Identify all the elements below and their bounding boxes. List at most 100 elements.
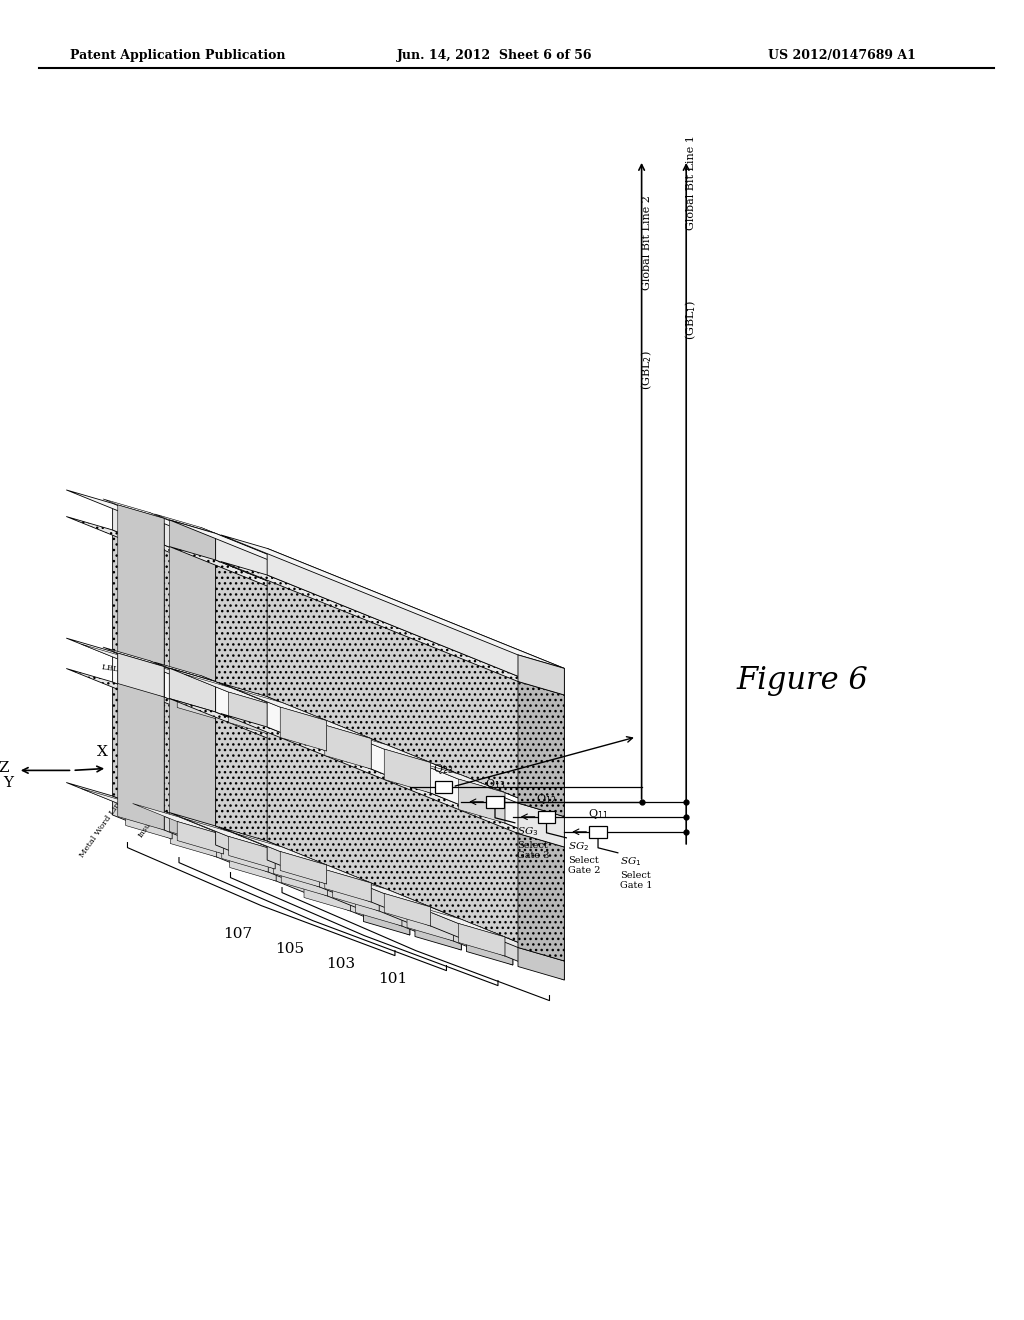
Polygon shape (231, 843, 276, 880)
Polygon shape (221, 828, 564, 961)
Polygon shape (118, 684, 462, 817)
Text: Select
Gate 2: Select Gate 2 (568, 855, 601, 875)
Bar (538, 810, 555, 822)
Text: WL$_{12}$: WL$_{12}$ (293, 873, 315, 887)
Polygon shape (333, 734, 379, 777)
Text: Q$_{11}$: Q$_{11}$ (588, 807, 608, 821)
Text: LBL$_{11}$: LBL$_{11}$ (333, 739, 362, 755)
Text: WL$_{10}$: WL$_{10}$ (242, 858, 264, 871)
Polygon shape (281, 851, 327, 884)
Polygon shape (67, 668, 410, 803)
Text: Metal Word Line: Metal Word Line (78, 796, 125, 859)
Text: NVM Material (M$_{115}$, M$_{215}$...): NVM Material (M$_{115}$, M$_{215}$...) (217, 791, 362, 824)
Polygon shape (518, 833, 564, 961)
Polygon shape (325, 870, 371, 902)
Text: SG$_2$: SG$_2$ (568, 840, 590, 853)
Text: WL$_{21}$: WL$_{21}$ (241, 846, 263, 859)
Polygon shape (415, 652, 462, 787)
Text: 107: 107 (223, 927, 253, 941)
Polygon shape (333, 879, 379, 911)
Text: (GBL$_2$): (GBL$_2$) (639, 350, 654, 389)
Polygon shape (150, 660, 164, 697)
Polygon shape (362, 891, 454, 921)
Text: Select
Gate 3: Select Gate 3 (517, 841, 549, 861)
Polygon shape (518, 948, 564, 979)
Text: NVM Material (M$_{113}$, M$_{115}$...): NVM Material (M$_{113}$, M$_{115}$...) (268, 657, 414, 690)
Polygon shape (150, 512, 164, 830)
Polygon shape (185, 686, 276, 718)
Bar (486, 796, 504, 808)
Polygon shape (386, 744, 431, 793)
Polygon shape (335, 730, 379, 777)
Polygon shape (518, 803, 564, 847)
Polygon shape (467, 788, 513, 832)
Text: NVM Material (M$_{111}$, M$_{211}$...): NVM Material (M$_{111}$, M$_{211}$...) (319, 821, 466, 854)
Text: LBL$_{22}$: LBL$_{22}$ (100, 663, 128, 677)
Polygon shape (169, 668, 513, 801)
Bar (434, 781, 453, 793)
Text: SG$_3$: SG$_3$ (517, 825, 539, 838)
Text: 103: 103 (327, 957, 355, 970)
Polygon shape (275, 850, 319, 887)
Polygon shape (467, 818, 513, 946)
Polygon shape (467, 667, 513, 801)
Polygon shape (170, 680, 217, 723)
Text: Q$_{13}$: Q$_{13}$ (484, 776, 505, 791)
Polygon shape (267, 548, 564, 696)
Polygon shape (113, 652, 410, 803)
Polygon shape (384, 750, 431, 793)
Text: WL$_{20}$: WL$_{20}$ (292, 861, 314, 874)
Polygon shape (384, 894, 431, 927)
Text: NVM Material: NVM Material (201, 564, 275, 573)
Polygon shape (467, 640, 513, 680)
Text: Q$_{23}$: Q$_{23}$ (433, 762, 454, 776)
Polygon shape (228, 837, 275, 869)
Polygon shape (216, 560, 513, 801)
Polygon shape (237, 846, 328, 876)
Polygon shape (283, 859, 328, 896)
Polygon shape (414, 906, 505, 937)
Polygon shape (340, 731, 431, 763)
Polygon shape (164, 697, 462, 931)
Polygon shape (201, 528, 216, 845)
Polygon shape (118, 532, 462, 665)
Polygon shape (201, 676, 216, 711)
Polygon shape (221, 535, 564, 668)
Polygon shape (459, 924, 505, 956)
Polygon shape (184, 675, 275, 706)
Polygon shape (283, 714, 328, 763)
Text: Q$_{12}$: Q$_{12}$ (537, 792, 557, 805)
Polygon shape (184, 818, 275, 850)
Polygon shape (237, 701, 328, 733)
Polygon shape (409, 904, 454, 941)
Text: Global Bit Line 2: Global Bit Line 2 (642, 195, 651, 290)
Text: Figure 6: Figure 6 (736, 664, 868, 696)
Text: NVM Material (M$_{125}$, M$_{225}$...): NVM Material (M$_{125}$, M$_{225}$...) (217, 643, 362, 676)
Polygon shape (311, 875, 401, 907)
Polygon shape (357, 744, 401, 793)
Polygon shape (355, 894, 401, 927)
Polygon shape (357, 888, 401, 927)
Polygon shape (288, 715, 379, 747)
Polygon shape (229, 704, 276, 748)
Polygon shape (306, 730, 350, 777)
Polygon shape (126, 663, 217, 693)
Polygon shape (461, 775, 505, 822)
Polygon shape (118, 797, 462, 931)
Polygon shape (113, 531, 410, 772)
Bar (589, 826, 607, 838)
Polygon shape (216, 711, 513, 946)
Polygon shape (386, 888, 431, 927)
Polygon shape (113, 796, 410, 935)
Polygon shape (127, 803, 172, 840)
Polygon shape (126, 663, 172, 706)
Polygon shape (282, 863, 328, 896)
Polygon shape (81, 788, 172, 820)
Polygon shape (311, 731, 401, 763)
Polygon shape (282, 702, 327, 751)
Polygon shape (169, 546, 513, 680)
Text: WL$_{20}$: WL$_{20}$ (137, 816, 160, 829)
Polygon shape (518, 681, 564, 817)
Polygon shape (275, 706, 319, 754)
Polygon shape (118, 653, 462, 787)
